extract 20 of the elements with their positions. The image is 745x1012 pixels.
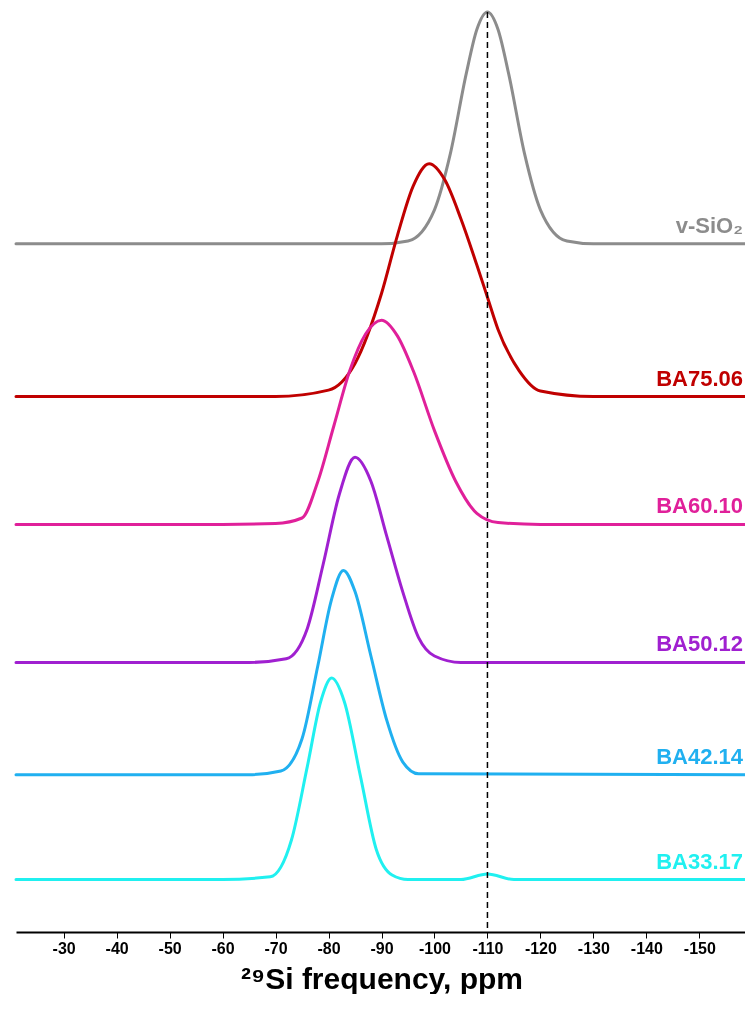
x-tick-label: -40 xyxy=(105,939,129,957)
series-label: BA50.12 xyxy=(656,631,743,657)
series-label: BA33.17 xyxy=(656,848,743,874)
series-label: BA75.06 xyxy=(656,365,743,391)
x-tick-label: -140 xyxy=(630,939,663,957)
x-tick-label: -30 xyxy=(52,939,76,957)
x-tick-label: -70 xyxy=(264,939,288,957)
x-tick-label: -50 xyxy=(158,939,182,957)
x-tick-label: -120 xyxy=(524,939,558,957)
x-tick-label: -130 xyxy=(577,939,610,957)
x-tick-label: -90 xyxy=(370,939,394,957)
x-tick-label: -80 xyxy=(317,939,341,957)
x-tick-label: -100 xyxy=(418,939,452,957)
series-label: v-SiO₂ xyxy=(675,212,743,238)
x-tick-label: -150 xyxy=(683,939,716,957)
series-label: BA42.14 xyxy=(656,743,744,769)
x-tick-label: -110 xyxy=(472,939,504,957)
series-label: BA60.10 xyxy=(656,493,743,519)
x-tick-label: -60 xyxy=(211,939,235,957)
x-axis-title: ²⁹Si frequency, ppm xyxy=(240,961,524,995)
